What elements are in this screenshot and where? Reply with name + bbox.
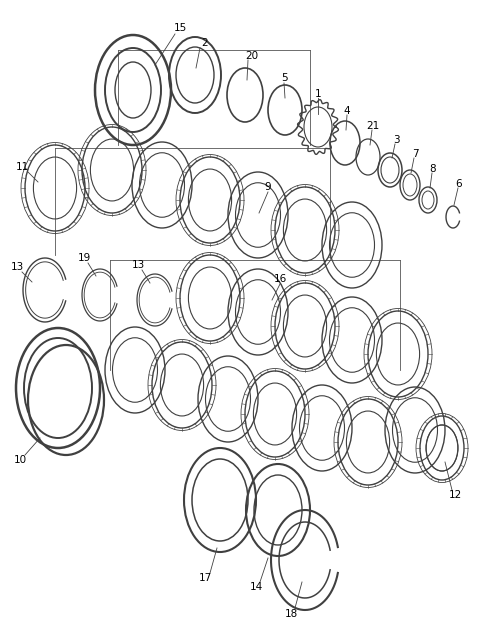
Text: 2: 2 [202, 38, 208, 48]
Text: 17: 17 [198, 573, 212, 583]
Text: 18: 18 [284, 609, 298, 619]
Text: 1: 1 [315, 89, 321, 99]
Text: 9: 9 [264, 182, 271, 192]
Text: 3: 3 [393, 135, 399, 145]
Text: 20: 20 [245, 51, 259, 61]
Text: 8: 8 [430, 164, 436, 174]
Text: 10: 10 [13, 455, 26, 465]
Text: 12: 12 [448, 490, 462, 500]
Text: 21: 21 [366, 121, 380, 131]
Text: 13: 13 [11, 262, 24, 272]
Text: 15: 15 [173, 23, 187, 33]
Text: 5: 5 [281, 73, 288, 83]
Text: 19: 19 [77, 253, 91, 263]
Text: 16: 16 [274, 274, 287, 284]
Text: 11: 11 [15, 162, 29, 172]
Text: 6: 6 [456, 179, 462, 189]
Text: 7: 7 [412, 149, 418, 159]
Text: 13: 13 [132, 260, 144, 270]
Text: 14: 14 [250, 582, 263, 592]
Text: 4: 4 [344, 106, 350, 116]
